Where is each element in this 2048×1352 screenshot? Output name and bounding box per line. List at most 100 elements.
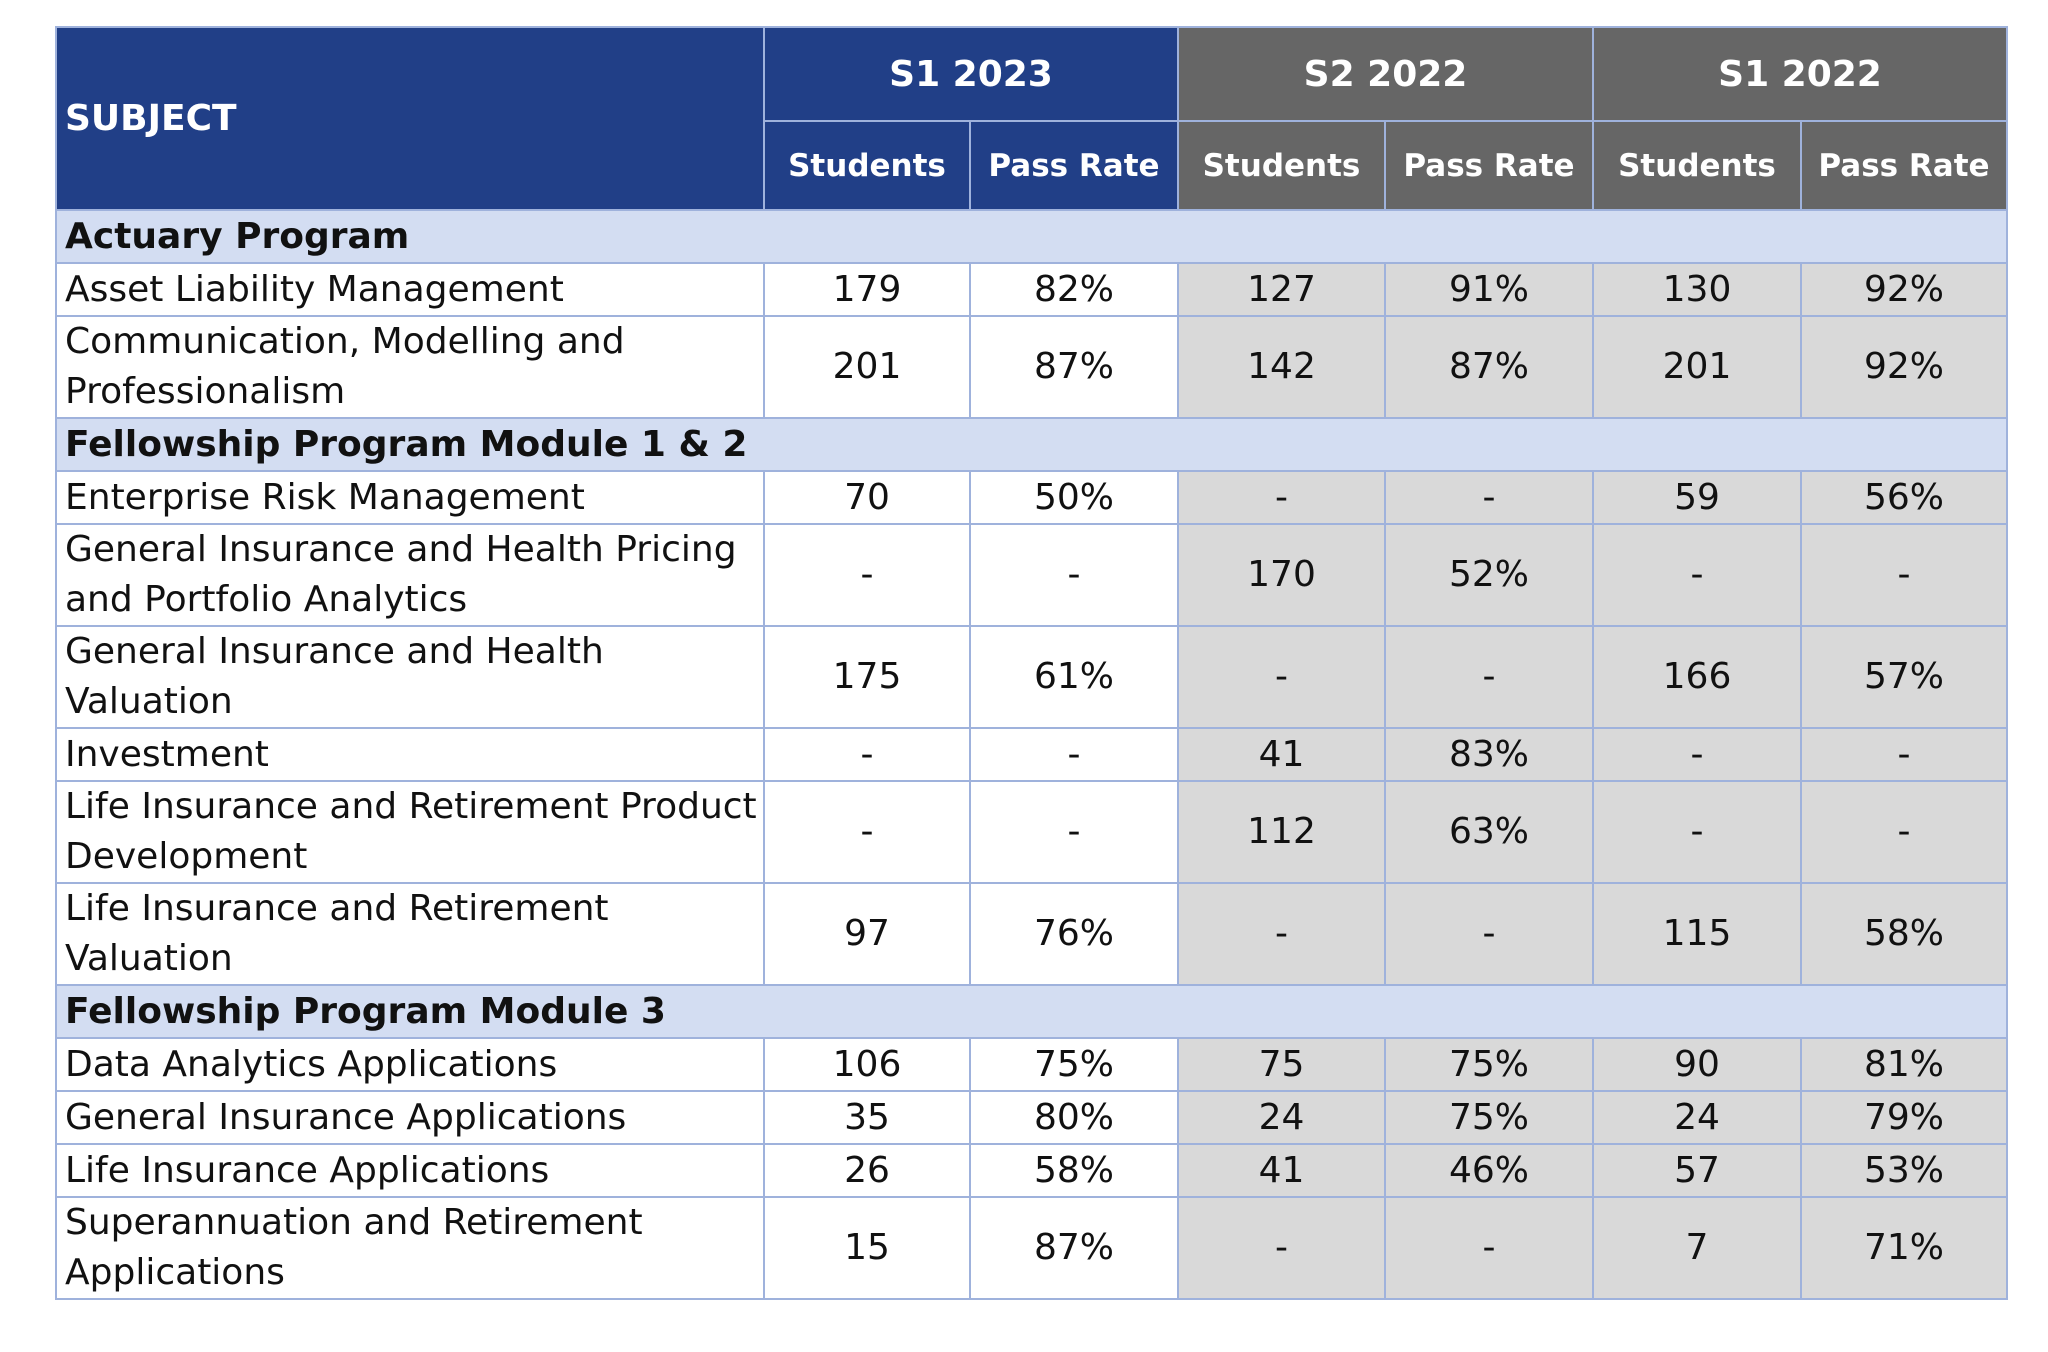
table-body: Actuary Program Asset Liability Managemen… xyxy=(55,209,2008,1300)
value-cell: 35 xyxy=(763,1090,971,1145)
value-cell: 166 xyxy=(1592,625,1802,729)
header-row: SUBJECT S1 2023 S2 2022 S1 2022 xyxy=(55,26,2008,211)
value-cell: - xyxy=(1384,625,1594,729)
value-cell: 179 xyxy=(763,262,971,317)
value-cell: - xyxy=(1592,727,1802,782)
value-cell: 58% xyxy=(969,1143,1179,1198)
value-cell: 41 xyxy=(1177,727,1386,782)
column-header: Students xyxy=(763,120,971,211)
value-cell: - xyxy=(763,523,971,627)
value-cell: 87% xyxy=(1384,315,1594,419)
section-row: Fellowship Program Module 3 xyxy=(55,984,2008,1039)
value-cell: - xyxy=(1384,470,1594,525)
value-cell: 56% xyxy=(1800,470,2008,525)
value-cell: 90 xyxy=(1592,1037,1802,1092)
subheader-row: Students Pass Rate Students Pass Rate Studen… xyxy=(56,120,2008,211)
value-cell: - xyxy=(1592,523,1802,627)
value-cell: - xyxy=(1177,1196,1386,1300)
value-cell: 81% xyxy=(1800,1037,2008,1092)
value-cell: 115 xyxy=(1592,882,1802,986)
column-header: Students xyxy=(1177,120,1386,211)
value-cell: 15 xyxy=(763,1196,971,1300)
value-cell: - xyxy=(763,727,971,782)
value-cell: 52% xyxy=(1384,523,1594,627)
subject-cell: General Insurance Applications xyxy=(55,1090,765,1145)
value-cell: - xyxy=(969,727,1179,782)
value-cell: 106 xyxy=(763,1037,971,1092)
data-row: Investment - -41 83% - - xyxy=(55,727,2008,782)
section-title: Actuary Program xyxy=(55,209,2008,264)
value-cell: 175 xyxy=(763,625,971,729)
value-cell: 75% xyxy=(969,1037,1179,1092)
value-cell: 92% xyxy=(1800,315,2008,419)
data-row: Life Insurance and Retirement Valuation 9… xyxy=(55,882,2008,986)
value-cell: 87% xyxy=(969,1196,1179,1300)
value-cell: 75% xyxy=(1384,1090,1594,1145)
results-table: SUBJECT S1 2023 S2 2022 S1 2022 Students Pass… xyxy=(55,26,2008,1300)
value-cell: 57% xyxy=(1800,625,2008,729)
value-cell: - xyxy=(1800,780,2008,884)
period-header: S1 2023 xyxy=(763,26,1179,122)
column-header: Students xyxy=(1592,120,1802,211)
section-title: Fellowship Program Module 1 & 2 xyxy=(55,417,2008,472)
value-cell: 61% xyxy=(969,625,1179,729)
value-cell: 26 xyxy=(763,1143,971,1198)
table-header: SUBJECT S1 2023 S2 2022 S1 2022 Students Pass… xyxy=(55,26,2008,211)
value-cell: 71% xyxy=(1800,1196,2008,1300)
subject-header: SUBJECT xyxy=(55,26,765,211)
value-cell: 201 xyxy=(763,315,971,419)
value-cell: - xyxy=(1592,780,1802,884)
value-cell: 92% xyxy=(1800,262,2008,317)
value-cell: 170 xyxy=(1177,523,1386,627)
value-cell: - xyxy=(763,780,971,884)
value-cell: 201 xyxy=(1592,315,1802,419)
value-cell: 7 xyxy=(1592,1196,1802,1300)
value-cell: 112 xyxy=(1177,780,1386,884)
subject-cell: Superannuation and Retirement Applicatio… xyxy=(55,1196,765,1300)
column-header: Pass Rate xyxy=(1800,120,2008,211)
value-cell: 76% xyxy=(969,882,1179,986)
value-cell: 82% xyxy=(969,262,1179,317)
period-header: S2 2022 xyxy=(1177,26,1594,122)
value-cell: 46% xyxy=(1384,1143,1594,1198)
value-cell: 127 xyxy=(1177,262,1386,317)
column-header: Pass Rate xyxy=(969,120,1179,211)
value-cell: 97 xyxy=(763,882,971,986)
value-cell: - xyxy=(1177,625,1386,729)
subject-cell: Enterprise Risk Management xyxy=(55,470,765,525)
data-row: Superannuation and Retirement Applicatio… xyxy=(55,1196,2008,1300)
data-row: Enterprise Risk Management 70 50% - -59 56% xyxy=(55,470,2008,525)
column-header: Pass Rate xyxy=(1384,120,1594,211)
value-cell: 75% xyxy=(1384,1037,1594,1092)
value-cell: 53% xyxy=(1800,1143,2008,1198)
data-row: General Insurance and Health Valuation 17… xyxy=(55,625,2008,729)
value-cell: 83% xyxy=(1384,727,1594,782)
subject-cell: Asset Liability Management xyxy=(55,262,765,317)
value-cell: - xyxy=(1177,470,1386,525)
data-row: Asset Liability Management 179 82% 127 91% 13… xyxy=(55,262,2008,317)
data-row: General Insurance Applications 35 80% 24 75%… xyxy=(55,1090,2008,1145)
subject-cell: General Insurance and Health Pricing and… xyxy=(55,523,765,627)
section-row: Actuary Program xyxy=(55,209,2008,264)
data-row: Life Insurance Applications 26 58% 41 46% 57 5… xyxy=(55,1143,2008,1198)
section-row: Fellowship Program Module 1 & 2 xyxy=(55,417,2008,472)
value-cell: 70 xyxy=(763,470,971,525)
value-cell: 63% xyxy=(1384,780,1594,884)
value-cell: - xyxy=(969,523,1179,627)
value-cell: 41 xyxy=(1177,1143,1386,1198)
subject-cell: General Insurance and Health Valuation xyxy=(55,625,765,729)
subject-cell: Communication, Modelling and Professiona… xyxy=(55,315,765,419)
subject-cell: Data Analytics Applications xyxy=(55,1037,765,1092)
value-cell: 59 xyxy=(1592,470,1802,525)
value-cell: 91% xyxy=(1384,262,1594,317)
value-cell: - xyxy=(1384,1196,1594,1300)
value-cell: 75 xyxy=(1177,1037,1386,1092)
period-header: S1 2022 xyxy=(1592,26,2008,122)
subject-cell: Life Insurance Applications xyxy=(55,1143,765,1198)
subject-cell: Life Insurance and Retirement Product De… xyxy=(55,780,765,884)
subject-cell: Life Insurance and Retirement Valuation xyxy=(55,882,765,986)
value-cell: 79% xyxy=(1800,1090,2008,1145)
data-row: Data Analytics Applications 106 75% 75 75% 90… xyxy=(55,1037,2008,1092)
data-row: General Insurance and Health Pricing and… xyxy=(55,523,2008,627)
